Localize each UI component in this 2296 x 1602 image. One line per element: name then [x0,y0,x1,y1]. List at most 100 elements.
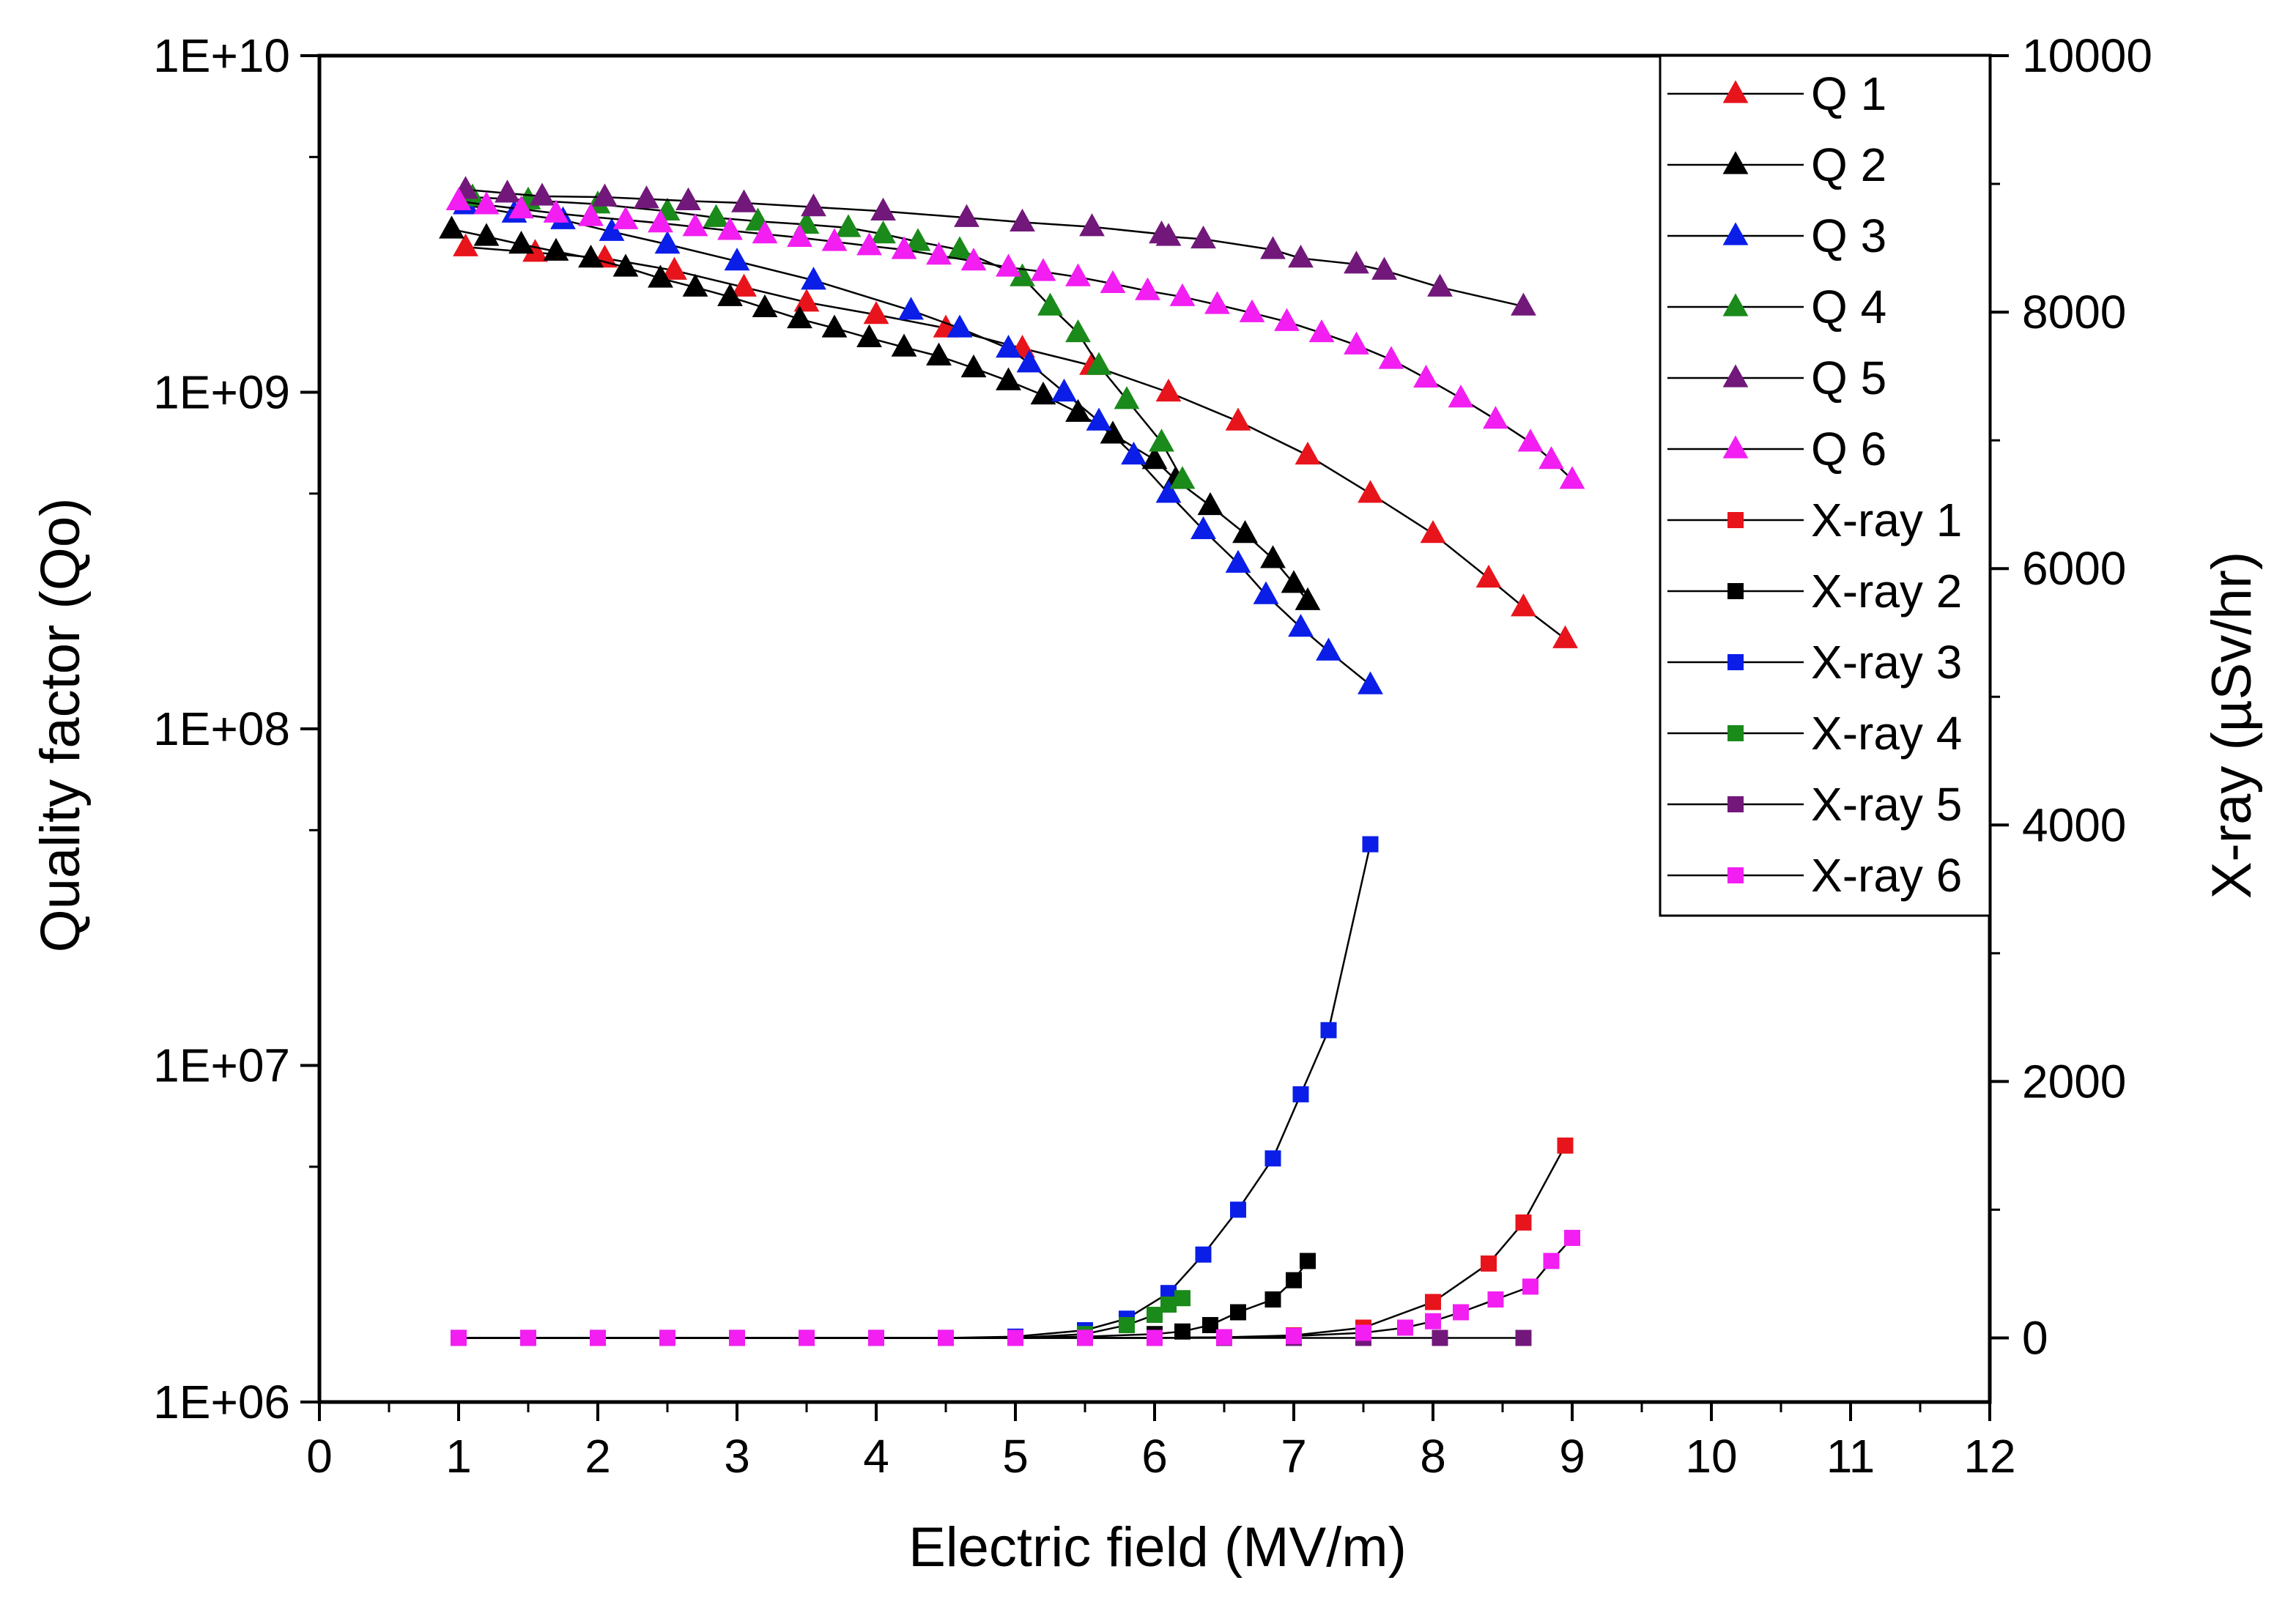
data-point [752,220,778,244]
data-point [1288,614,1314,637]
data-point [731,273,757,297]
y-right-tick-label: 10000 [2022,29,2152,82]
data-point [1295,441,1321,465]
data-point [612,206,639,229]
data-point [1559,466,1585,489]
data-point [439,215,464,239]
data-point [1316,637,1341,661]
y-right-tick-label: 6000 [2022,542,2126,595]
series-x-ray-1 [451,1137,1574,1346]
data-point [1141,446,1168,470]
data-point [1538,446,1564,470]
data-point [1286,1272,1302,1288]
legend-label: Q 6 [1811,423,1886,475]
data-point [947,236,973,259]
legend-marker [1727,654,1744,670]
data-point [863,301,889,325]
data-point [1190,516,1216,540]
data-point [960,248,987,271]
data-point [1487,1291,1504,1308]
data-point [1232,519,1258,544]
y-left-tick-label: 1E+07 [153,1039,290,1092]
data-point [717,217,743,240]
data-point [445,187,472,211]
series-q-2 [439,215,1321,610]
x-tick-label: 8 [1420,1430,1446,1483]
data-point [799,1330,815,1346]
series-x-ray-3 [451,836,1379,1346]
data-point [1010,208,1035,231]
x-tick-label: 0 [306,1430,333,1483]
data-point [1174,1290,1190,1307]
data-point [1522,1278,1538,1295]
series-line [459,844,1371,1339]
y-axis-right-ticks: 0 2000 4000 6000 8000 10000 [1990,29,2152,1364]
data-point [659,1330,675,1346]
legend-marker [1722,151,1749,174]
data-point [662,256,687,280]
data-point [1225,549,1251,573]
series-q-6 [445,187,1585,489]
data-point [473,223,500,246]
x-axis-ticks: 0 1 2 3 4 5 6 7 8 9 10 11 12 [306,1402,2016,1483]
data-point [821,314,848,338]
data-point [1511,593,1536,617]
data-point [1557,1137,1574,1154]
data-point [1079,213,1105,237]
data-point [960,354,987,378]
data-point [1320,1022,1337,1039]
data-point [1051,378,1077,402]
legend-entry: X-ray 4 [1667,707,1962,760]
data-point [1100,420,1126,444]
data-point [717,283,743,306]
data-point [654,231,681,254]
data-point [1065,263,1091,286]
data-point [520,1330,536,1346]
data-point [1202,1316,1218,1333]
legend-entry: Q 4 [1667,281,1886,333]
data-point [731,189,757,212]
data-point [453,233,478,256]
data-point [1300,1253,1316,1269]
legend-label: X-ray 4 [1811,707,1962,760]
data-point [1453,1304,1469,1321]
series-q-5 [453,176,1536,316]
data-point [1016,349,1043,373]
data-point [1420,519,1446,544]
data-point [1371,256,1397,280]
x-tick-label: 4 [863,1430,889,1483]
series-line [458,200,1573,481]
legend-entry: X-ray 1 [1667,494,1962,546]
data-point [1190,225,1216,249]
x-tick-label: 10 [1685,1430,1737,1483]
x-tick-label: 2 [585,1430,611,1483]
legend-label: Q 2 [1811,138,1886,191]
y-axis-left-title: Quality factor (Qo) [29,498,92,953]
data-point [675,187,701,211]
data-point [508,231,534,254]
y-axis-right-title: X-ray (µSv/hr) [2201,552,2263,899]
data-point [1517,429,1544,452]
legend-label: X-ray 1 [1811,494,1962,546]
data-point [1155,378,1182,402]
data-point [954,204,979,227]
data-point [1030,258,1056,281]
data-point [1295,587,1321,610]
data-point [1475,564,1502,588]
legend-entry: Q 1 [1667,67,1886,120]
legend-marker [1727,725,1744,741]
data-point [856,232,882,256]
legend-entry: Q 3 [1667,209,1886,262]
data-point [1552,625,1578,648]
data-point [1147,1330,1163,1346]
legend-label: Q 5 [1811,352,1886,404]
data-point [1511,292,1536,316]
data-point [1362,836,1379,853]
data-point [1100,270,1126,294]
data-point [1358,480,1383,503]
series-line [465,204,1371,686]
data-point [821,228,848,251]
data-point [1230,1201,1246,1218]
legend-label: X-ray 2 [1811,565,1962,618]
data-point [1204,291,1230,314]
